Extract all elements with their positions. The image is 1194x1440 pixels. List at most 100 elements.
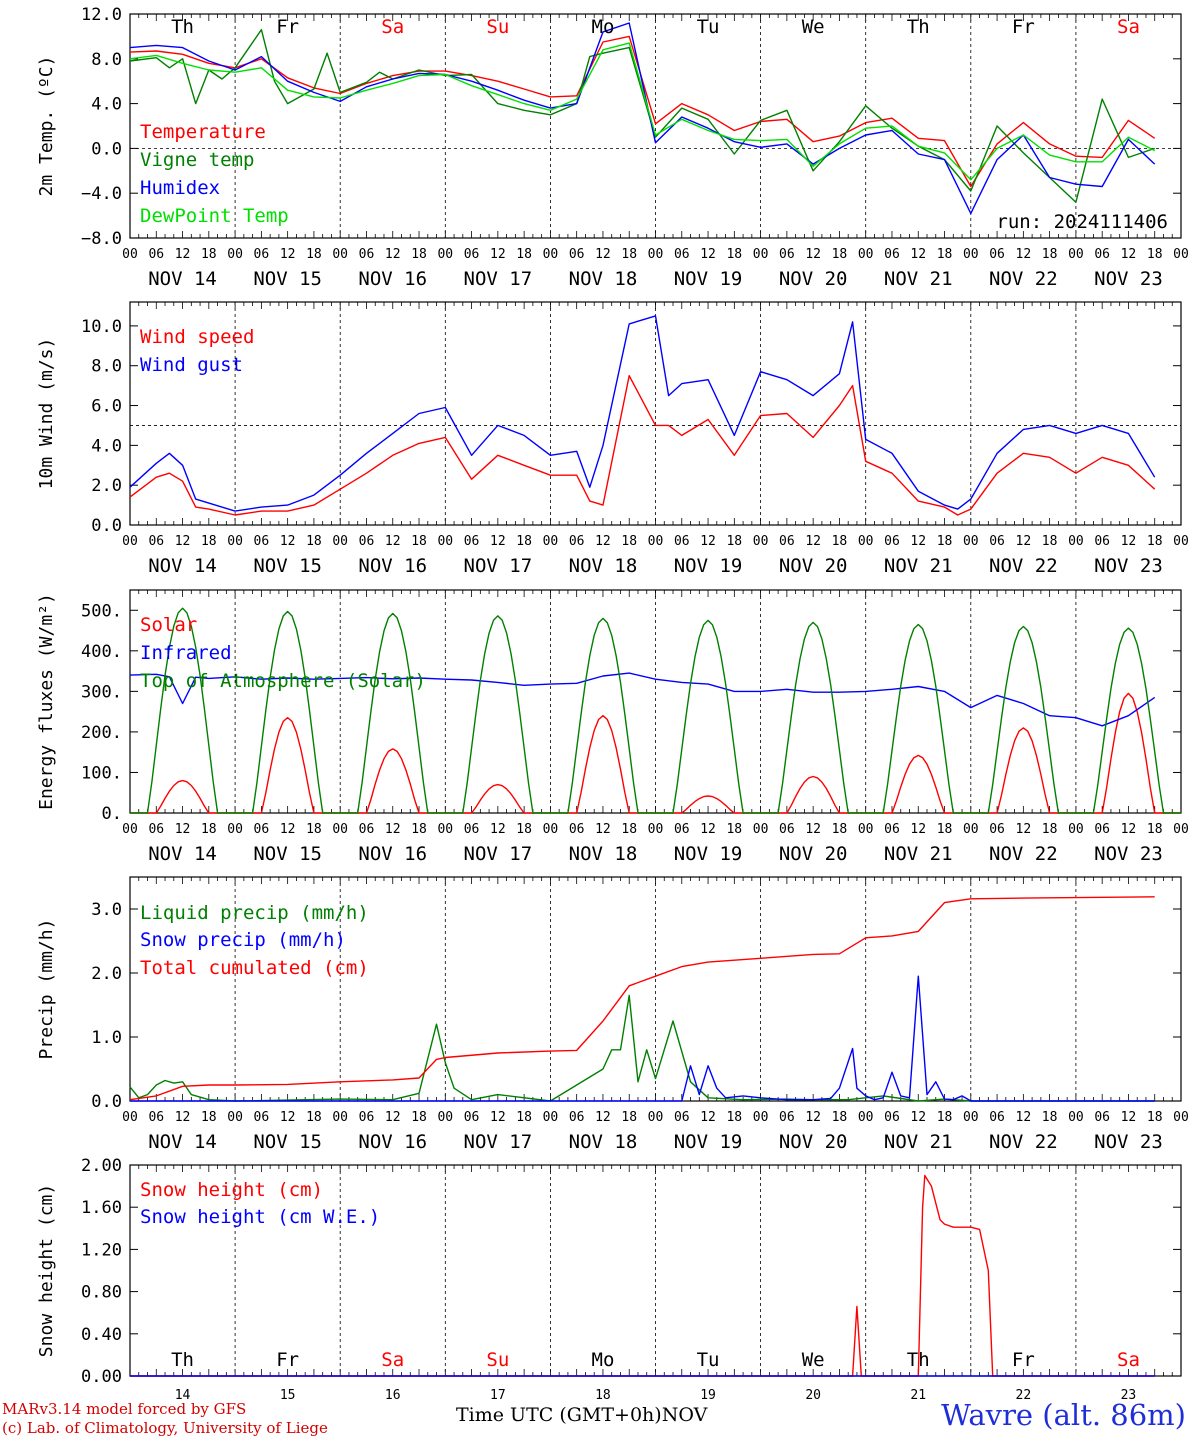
hour-tick-label: 18 (201, 534, 217, 549)
weekday-label: Tu (697, 1349, 720, 1371)
y-tick-label: 4.0 (91, 436, 122, 456)
day-number-label: 23 (1121, 1388, 1137, 1403)
date-label: NOV 16 (358, 555, 427, 577)
day-number-label: 19 (700, 1388, 716, 1403)
hour-tick-label: 00 (543, 1110, 559, 1125)
hour-tick-label: 18 (201, 1110, 217, 1125)
date-label: NOV 22 (989, 1131, 1058, 1153)
hour-tick-label: 18 (516, 534, 532, 549)
weekday-label: Fr (1012, 16, 1035, 38)
hour-tick-label: 18 (832, 822, 848, 837)
hour-tick-label: 00 (963, 534, 979, 549)
hour-tick-label: 00 (753, 1110, 769, 1125)
hour-tick-label: 06 (674, 247, 690, 262)
y-tick-label: 2.0 (91, 476, 122, 496)
y-axis-label: 10m Wind (m/s) (36, 338, 57, 490)
hour-tick-label: 00 (122, 534, 138, 549)
hour-tick-label: 00 (437, 247, 453, 262)
y-tick-label: 0.00 (81, 1367, 122, 1387)
hour-tick-label: 12 (280, 1110, 296, 1125)
hour-tick-label: 06 (359, 1110, 375, 1125)
hour-tick-label: 00 (858, 247, 874, 262)
hour-tick-label: 06 (464, 1110, 480, 1125)
series-line (129, 22, 1156, 215)
day-number-label: 21 (910, 1388, 926, 1403)
hour-tick-label: 18 (306, 1110, 322, 1125)
day-number-label: 16 (385, 1388, 401, 1403)
hour-tick-label: 06 (254, 534, 270, 549)
hour-tick-label: 12 (700, 534, 716, 549)
hour-tick-label: 00 (332, 822, 348, 837)
hour-tick-label: 00 (648, 534, 664, 549)
hour-tick-label: 18 (1147, 247, 1163, 262)
plot-frame (129, 301, 1182, 526)
y-axis-label: Precip (mm/h) (36, 919, 57, 1060)
y-tick-label: 0.0 (91, 516, 122, 536)
hour-tick-label: 06 (254, 247, 270, 262)
series-line (129, 35, 1156, 188)
hour-tick-label: 06 (989, 1110, 1005, 1125)
y-axis-label: 2m Temp. (ºC) (36, 56, 57, 197)
y-tick-label: 1.60 (81, 1198, 122, 1218)
hour-tick-label: 18 (937, 247, 953, 262)
date-label: NOV 16 (358, 268, 427, 290)
date-label: NOV 19 (674, 555, 743, 577)
date-label: NOV 23 (1094, 555, 1163, 577)
hour-tick-label: 18 (937, 822, 953, 837)
legend-entry: DewPoint Temp (140, 205, 289, 227)
hour-tick-label: 18 (411, 247, 427, 262)
hour-tick-label: 12 (1016, 822, 1032, 837)
date-label: NOV 18 (569, 1131, 638, 1153)
hour-tick-label: 00 (332, 247, 348, 262)
hour-tick-label: 12 (805, 822, 821, 837)
hour-tick-label: 00 (858, 534, 874, 549)
hour-tick-label: 18 (621, 1110, 637, 1125)
y-tick-label: 300. (81, 682, 122, 702)
hour-tick-label: 18 (1147, 534, 1163, 549)
date-label: NOV 14 (148, 1131, 217, 1153)
hour-tick-label: 06 (779, 822, 795, 837)
hour-tick-label: 00 (753, 822, 769, 837)
hour-tick-label: 06 (989, 247, 1005, 262)
y-tick-label: 0. (102, 804, 122, 824)
hour-tick-label: 00 (227, 247, 243, 262)
hour-tick-label: 00 (227, 1110, 243, 1125)
hour-tick-label: 00 (543, 534, 559, 549)
hour-tick-label: 06 (464, 822, 480, 837)
hour-tick-label: 00 (332, 1110, 348, 1125)
legend-entry: Snow height (cm W.E.) (140, 1206, 380, 1228)
hour-tick-label: 06 (1094, 247, 1110, 262)
legend-entry: Temperature (140, 121, 266, 143)
hour-tick-label: 00 (227, 534, 243, 549)
hour-tick-label: 00 (963, 822, 979, 837)
hour-tick-label: 12 (490, 534, 506, 549)
day-number-label: 22 (1016, 1388, 1032, 1403)
weekday-label: Sa (1117, 16, 1140, 38)
hour-tick-label: 12 (595, 822, 611, 837)
hour-tick-label: 00 (437, 1110, 453, 1125)
hour-tick-label: 18 (1042, 534, 1058, 549)
hour-tick-label: 06 (1094, 822, 1110, 837)
legend-entry: Total cumulated (cm) (140, 957, 369, 979)
date-label: NOV 15 (253, 555, 322, 577)
hour-tick-label: 06 (148, 534, 164, 549)
hour-tick-label: 00 (858, 822, 874, 837)
hour-tick-label: 12 (910, 247, 926, 262)
hour-tick-label: 18 (516, 1110, 532, 1125)
hour-tick-label: 18 (832, 1110, 848, 1125)
weekday-label: Th (171, 1349, 194, 1371)
hour-tick-label: 06 (254, 822, 270, 837)
hour-tick-label: 00 (543, 247, 559, 262)
hour-tick-label: 06 (569, 534, 585, 549)
y-tick-label: 500. (81, 601, 122, 621)
weekday-label: We (802, 16, 825, 38)
legend-entry: Humidex (140, 177, 220, 199)
hour-tick-label: 18 (1042, 247, 1058, 262)
series-line (130, 607, 1181, 814)
hour-tick-label: 00 (753, 534, 769, 549)
date-label: NOV 16 (358, 843, 427, 865)
hour-tick-label: 12 (280, 247, 296, 262)
hour-tick-label: 00 (227, 822, 243, 837)
y-tick-label: 400. (81, 642, 122, 662)
